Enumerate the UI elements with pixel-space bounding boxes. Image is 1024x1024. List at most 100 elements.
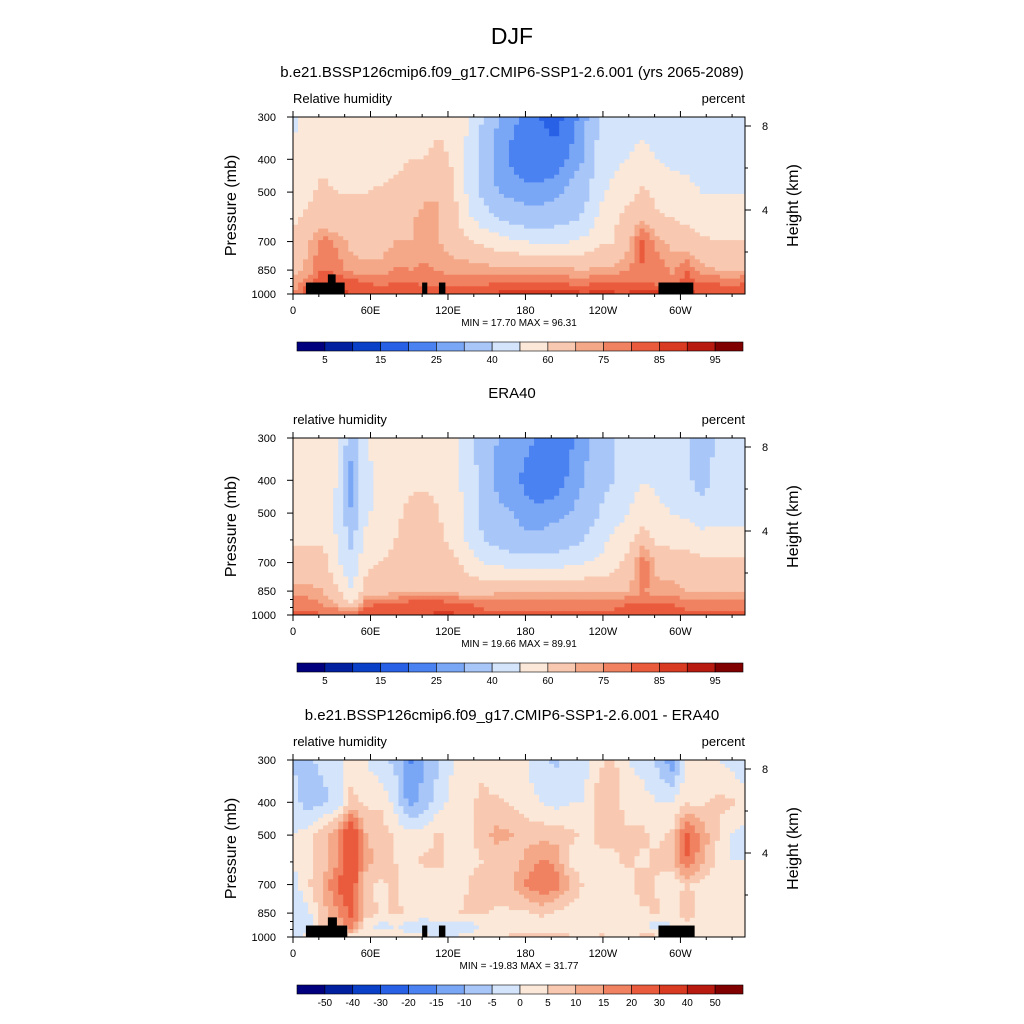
- contour-cell: [664, 217, 671, 222]
- contour-cell: [529, 117, 535, 122]
- contour-cell: [368, 274, 374, 280]
- contour-cell: [554, 213, 560, 218]
- contour-cell: [498, 282, 505, 287]
- contour-cell: [498, 263, 505, 268]
- contour-cell: [674, 224, 681, 230]
- contour-cell: [353, 136, 359, 141]
- contour-cell: [318, 263, 324, 268]
- contour-cell: [624, 441, 631, 447]
- contour-cell: [473, 190, 480, 195]
- contour-cell: [448, 247, 455, 253]
- contour-cell: [589, 201, 595, 207]
- contour-cell: [654, 278, 661, 284]
- contour-cell: [704, 117, 711, 122]
- contour-cell: [664, 224, 671, 230]
- contour-cell: [498, 117, 505, 122]
- contour-cell: [343, 464, 349, 470]
- contour-cell: [348, 228, 354, 234]
- contour-cell: [403, 190, 410, 195]
- contour-cell: [468, 228, 475, 234]
- contour-cell: [383, 140, 390, 145]
- contour-cell: [664, 270, 671, 276]
- contour-cell: [513, 159, 520, 164]
- contour-cell: [383, 178, 390, 184]
- contour-cell: [629, 247, 636, 253]
- contour-cell: [659, 274, 666, 280]
- contour-cell: [639, 120, 646, 126]
- contour-cell: [559, 159, 565, 164]
- contour-cell: [363, 441, 369, 447]
- contour-cell: [684, 213, 691, 218]
- contour-cell: [639, 193, 646, 199]
- contour-cell: [503, 143, 510, 149]
- contour-cell: [313, 468, 319, 474]
- contour-cell: [488, 441, 495, 447]
- contour-cell: [529, 167, 535, 172]
- contour-cell: [313, 274, 319, 280]
- contour-cell: [694, 178, 701, 184]
- contour-cell: [609, 457, 616, 462]
- contour-cell: [614, 441, 621, 447]
- contour-cell: [368, 224, 374, 230]
- pressure-tick-label: 300: [258, 112, 276, 124]
- contour-cell: [508, 136, 515, 141]
- contour-cell: [298, 170, 304, 176]
- contour-cell: [609, 251, 616, 257]
- contour-cell: [594, 136, 600, 141]
- contour-cell: [318, 193, 324, 199]
- contour-cell: [398, 143, 405, 149]
- contour-cell: [529, 197, 535, 203]
- contour-cell: [403, 255, 410, 260]
- lon-tick-label: 0: [290, 305, 296, 317]
- contour-cell: [308, 236, 314, 241]
- contour-cell: [493, 240, 500, 245]
- contour-cell: [639, 247, 646, 253]
- contour-cell: [318, 155, 324, 160]
- contour-cell: [338, 457, 344, 462]
- contour-cell: [408, 255, 415, 260]
- contour-cell: [393, 170, 400, 176]
- contour-cell: [639, 117, 646, 122]
- contour-cell: [679, 274, 686, 280]
- contour-cell: [303, 147, 309, 153]
- contour-cell: [574, 163, 580, 168]
- contour-cell: [619, 251, 626, 257]
- contour-cell: [413, 259, 420, 264]
- contour-cell: [438, 186, 445, 191]
- contour-cell: [328, 170, 334, 176]
- contour-cell: [644, 143, 651, 149]
- contour-cell: [674, 136, 681, 141]
- contour-cell: [649, 132, 656, 137]
- contour-cell: [524, 464, 530, 470]
- contour-cell: [649, 224, 656, 230]
- contour-cell: [408, 174, 415, 180]
- contour-cell: [318, 224, 324, 230]
- contour-cell: [704, 151, 711, 157]
- contour-cell: [513, 461, 520, 466]
- contour-cell: [649, 457, 656, 462]
- contour-cell: [649, 170, 656, 176]
- contour-cell: [333, 163, 339, 168]
- contour-cell: [308, 457, 314, 462]
- contour-cell: [579, 170, 585, 176]
- contour-cell: [363, 438, 369, 443]
- contour-cell: [714, 128, 721, 133]
- contour-cell: [308, 453, 314, 458]
- contour-cell: [363, 243, 369, 249]
- contour-cell: [368, 128, 374, 133]
- contour-cell: [488, 213, 495, 218]
- contour-cell: [513, 182, 520, 187]
- contour-cell: [408, 224, 415, 230]
- contour-cell: [704, 263, 711, 268]
- contour-cell: [333, 193, 339, 199]
- contour-cell: [438, 159, 445, 164]
- contour-cell: [699, 209, 706, 214]
- contour-cell: [418, 236, 425, 241]
- contour-cell: [428, 274, 435, 280]
- contour-cell: [313, 193, 319, 199]
- contour-cell: [513, 243, 520, 249]
- contour-cell: [383, 217, 390, 222]
- contour-cell: [624, 147, 631, 153]
- contour-cell: [709, 278, 716, 284]
- contour-cell: [413, 243, 420, 249]
